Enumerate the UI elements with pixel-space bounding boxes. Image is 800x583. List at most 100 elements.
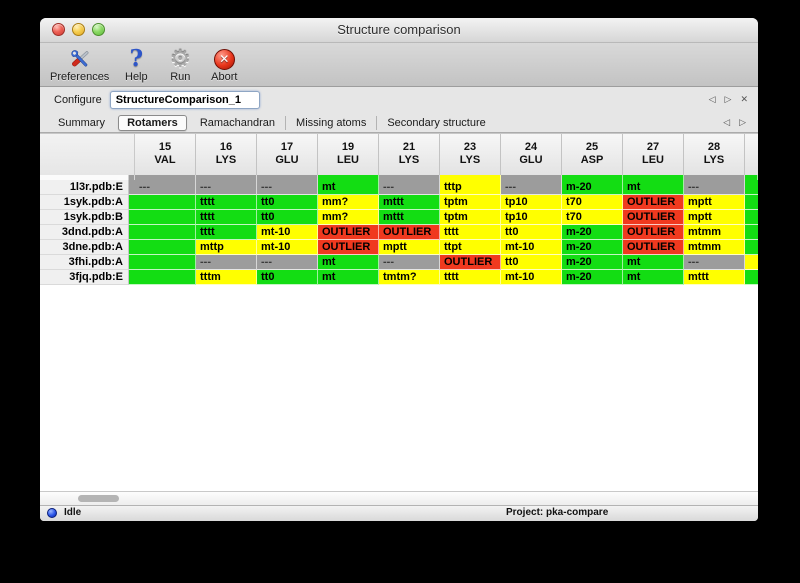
rotamer-cell[interactable]: tt0 — [257, 210, 318, 225]
column-header-16[interactable]: 16 LYS — [196, 134, 257, 175]
rotamer-cell[interactable]: OUTLIER — [623, 195, 684, 210]
rotamer-cell[interactable]: tmtm? — [379, 270, 440, 285]
rotamer-cell[interactable]: mtmm — [684, 240, 745, 255]
rotamer-cell[interactable]: m-20 — [562, 270, 623, 285]
rotamer-cell[interactable]: --- — [684, 255, 745, 270]
rotamer-cell[interactable]: OUTLIER — [318, 225, 379, 240]
rotamer-cell[interactable]: --- — [257, 180, 318, 195]
rotamer-cell[interactable]: m-20 — [562, 255, 623, 270]
rotamer-cell[interactable]: tptm — [440, 195, 501, 210]
row-label[interactable]: 1syk.pdb:A — [40, 195, 129, 210]
rotamer-cell[interactable] — [135, 255, 196, 270]
rotamer-cell[interactable]: tttt — [440, 225, 501, 240]
configure-name-input[interactable] — [109, 91, 260, 109]
column-header-27[interactable]: 27 LEU — [623, 134, 684, 175]
rotamer-cell[interactable]: mttt — [684, 270, 745, 285]
rotamer-cell[interactable]: mptt — [684, 195, 745, 210]
rotamer-cell[interactable]: mt-10 — [501, 240, 562, 255]
column-header-17[interactable]: 17 GLU — [257, 134, 318, 175]
rotamer-cell[interactable]: OUTLIER — [623, 240, 684, 255]
configure-forward-icon[interactable]: ▷ — [724, 94, 732, 104]
rotamer-cell[interactable] — [135, 240, 196, 255]
tab-missing-atoms[interactable]: Missing atoms — [285, 115, 376, 130]
configure-close-icon[interactable]: ✕ — [740, 94, 748, 104]
rotamer-cell[interactable]: tptm — [440, 210, 501, 225]
rotamer-cell[interactable]: --- — [196, 255, 257, 270]
row-label[interactable]: 1l3r.pdb:E — [40, 180, 129, 195]
rotamer-cell[interactable]: tp10 — [501, 210, 562, 225]
row-label[interactable]: 3fhi.pdb:A — [40, 255, 129, 270]
tab-summary[interactable]: Summary — [58, 116, 106, 129]
tabs-forward-icon[interactable]: ▷ — [739, 117, 746, 127]
column-header-23[interactable]: 23 LYS — [440, 134, 501, 175]
preferences-button[interactable]: Preferences — [50, 46, 109, 83]
rotamer-cell[interactable]: t70 — [562, 195, 623, 210]
rotamer-cell[interactable] — [135, 270, 196, 285]
rotamer-cell[interactable]: OUTLIER — [379, 225, 440, 240]
rotamer-cell[interactable]: mttt — [379, 210, 440, 225]
rotamer-cell[interactable]: tt0 — [501, 255, 562, 270]
rotamer-cell[interactable]: mttp — [196, 240, 257, 255]
column-header-15[interactable]: 15 VAL — [135, 134, 196, 175]
rotamer-cell[interactable]: ttpt — [440, 240, 501, 255]
rotamer-cell[interactable] — [135, 225, 196, 240]
zoom-window-button[interactable] — [92, 23, 105, 36]
row-label[interactable]: 3dne.pdb:A — [40, 240, 129, 255]
abort-button[interactable]: ✕ Abort — [207, 46, 241, 83]
rotamer-cell[interactable]: tt0 — [501, 225, 562, 240]
help-button[interactable]: ? Help — [119, 46, 153, 84]
column-header-19[interactable]: 19 LEU — [318, 134, 379, 175]
rotamer-cell[interactable]: mtmm — [684, 225, 745, 240]
rotamer-cell[interactable]: mttt — [379, 195, 440, 210]
rotamer-cell[interactable]: OUTLIER — [440, 255, 501, 270]
rotamer-cell[interactable]: m-20 — [562, 225, 623, 240]
row-label[interactable]: 1syk.pdb:B — [40, 210, 129, 225]
rotamer-cell[interactable]: mt — [318, 270, 379, 285]
rotamer-cell[interactable]: mm? — [318, 195, 379, 210]
rotamer-cell[interactable]: tttt — [196, 210, 257, 225]
rotamer-cell[interactable]: OUTLIER — [318, 240, 379, 255]
rotamer-cell[interactable] — [135, 195, 196, 210]
rotamer-cell[interactable]: mt — [623, 255, 684, 270]
rotamer-cell[interactable]: tp10 — [501, 195, 562, 210]
row-label[interactable]: 3fjq.pdb:E — [40, 270, 129, 285]
rotamer-cell[interactable]: mt-10 — [501, 270, 562, 285]
tabs-back-icon[interactable]: ◁ — [723, 117, 731, 127]
tab-ramachandran[interactable]: Ramachandran — [199, 116, 276, 129]
rotamer-cell[interactable]: --- — [501, 180, 562, 195]
column-header-21[interactable]: 21 LYS — [379, 134, 440, 175]
rotamer-cell[interactable]: tttt — [440, 270, 501, 285]
rotamer-cell[interactable]: tttt — [196, 225, 257, 240]
rotamer-cell[interactable]: mptt — [379, 240, 440, 255]
rotamer-cell[interactable]: --- — [257, 255, 318, 270]
rotamer-cell[interactable] — [135, 210, 196, 225]
rotamer-cell[interactable]: m-20 — [562, 240, 623, 255]
row-label[interactable]: 3dnd.pdb:A — [40, 225, 129, 240]
rotamer-cell[interactable]: tt0 — [257, 195, 318, 210]
column-header-24[interactable]: 24 GLU — [501, 134, 562, 175]
tab-rotamers[interactable]: Rotamers — [118, 114, 187, 131]
rotamer-cell[interactable]: tttm — [196, 270, 257, 285]
rotamer-cell[interactable]: mt — [623, 180, 684, 195]
scrollbar-thumb[interactable] — [78, 495, 119, 502]
rotamer-cell[interactable]: tt0 — [257, 270, 318, 285]
title-bar[interactable]: Structure comparison — [40, 18, 758, 43]
rotamer-cell[interactable]: mt — [318, 255, 379, 270]
rotamer-cell[interactable]: --- — [379, 255, 440, 270]
rotamer-cell[interactable]: --- — [684, 180, 745, 195]
rotamer-cell[interactable]: --- — [379, 180, 440, 195]
minimize-window-button[interactable] — [72, 23, 85, 36]
horizontal-scrollbar[interactable] — [40, 491, 758, 505]
column-header-28[interactable]: 28 LYS — [684, 134, 745, 175]
configure-back-icon[interactable]: ◁ — [708, 94, 716, 104]
tab-secondary-structure[interactable]: Secondary structure — [376, 115, 495, 130]
rotamer-cell[interactable]: OUTLIER — [623, 210, 684, 225]
rotamer-cell[interactable]: --- — [196, 180, 257, 195]
rotamer-cell[interactable]: mt — [318, 180, 379, 195]
rotamer-cell[interactable]: mt-10 — [257, 225, 318, 240]
rotamer-cell[interactable]: mt — [623, 270, 684, 285]
rotamer-cell[interactable]: mm? — [318, 210, 379, 225]
rotamer-cell[interactable]: mt-10 — [257, 240, 318, 255]
rotamer-cell[interactable]: --- — [135, 180, 196, 195]
rotamer-cell[interactable]: OUTLIER — [623, 225, 684, 240]
